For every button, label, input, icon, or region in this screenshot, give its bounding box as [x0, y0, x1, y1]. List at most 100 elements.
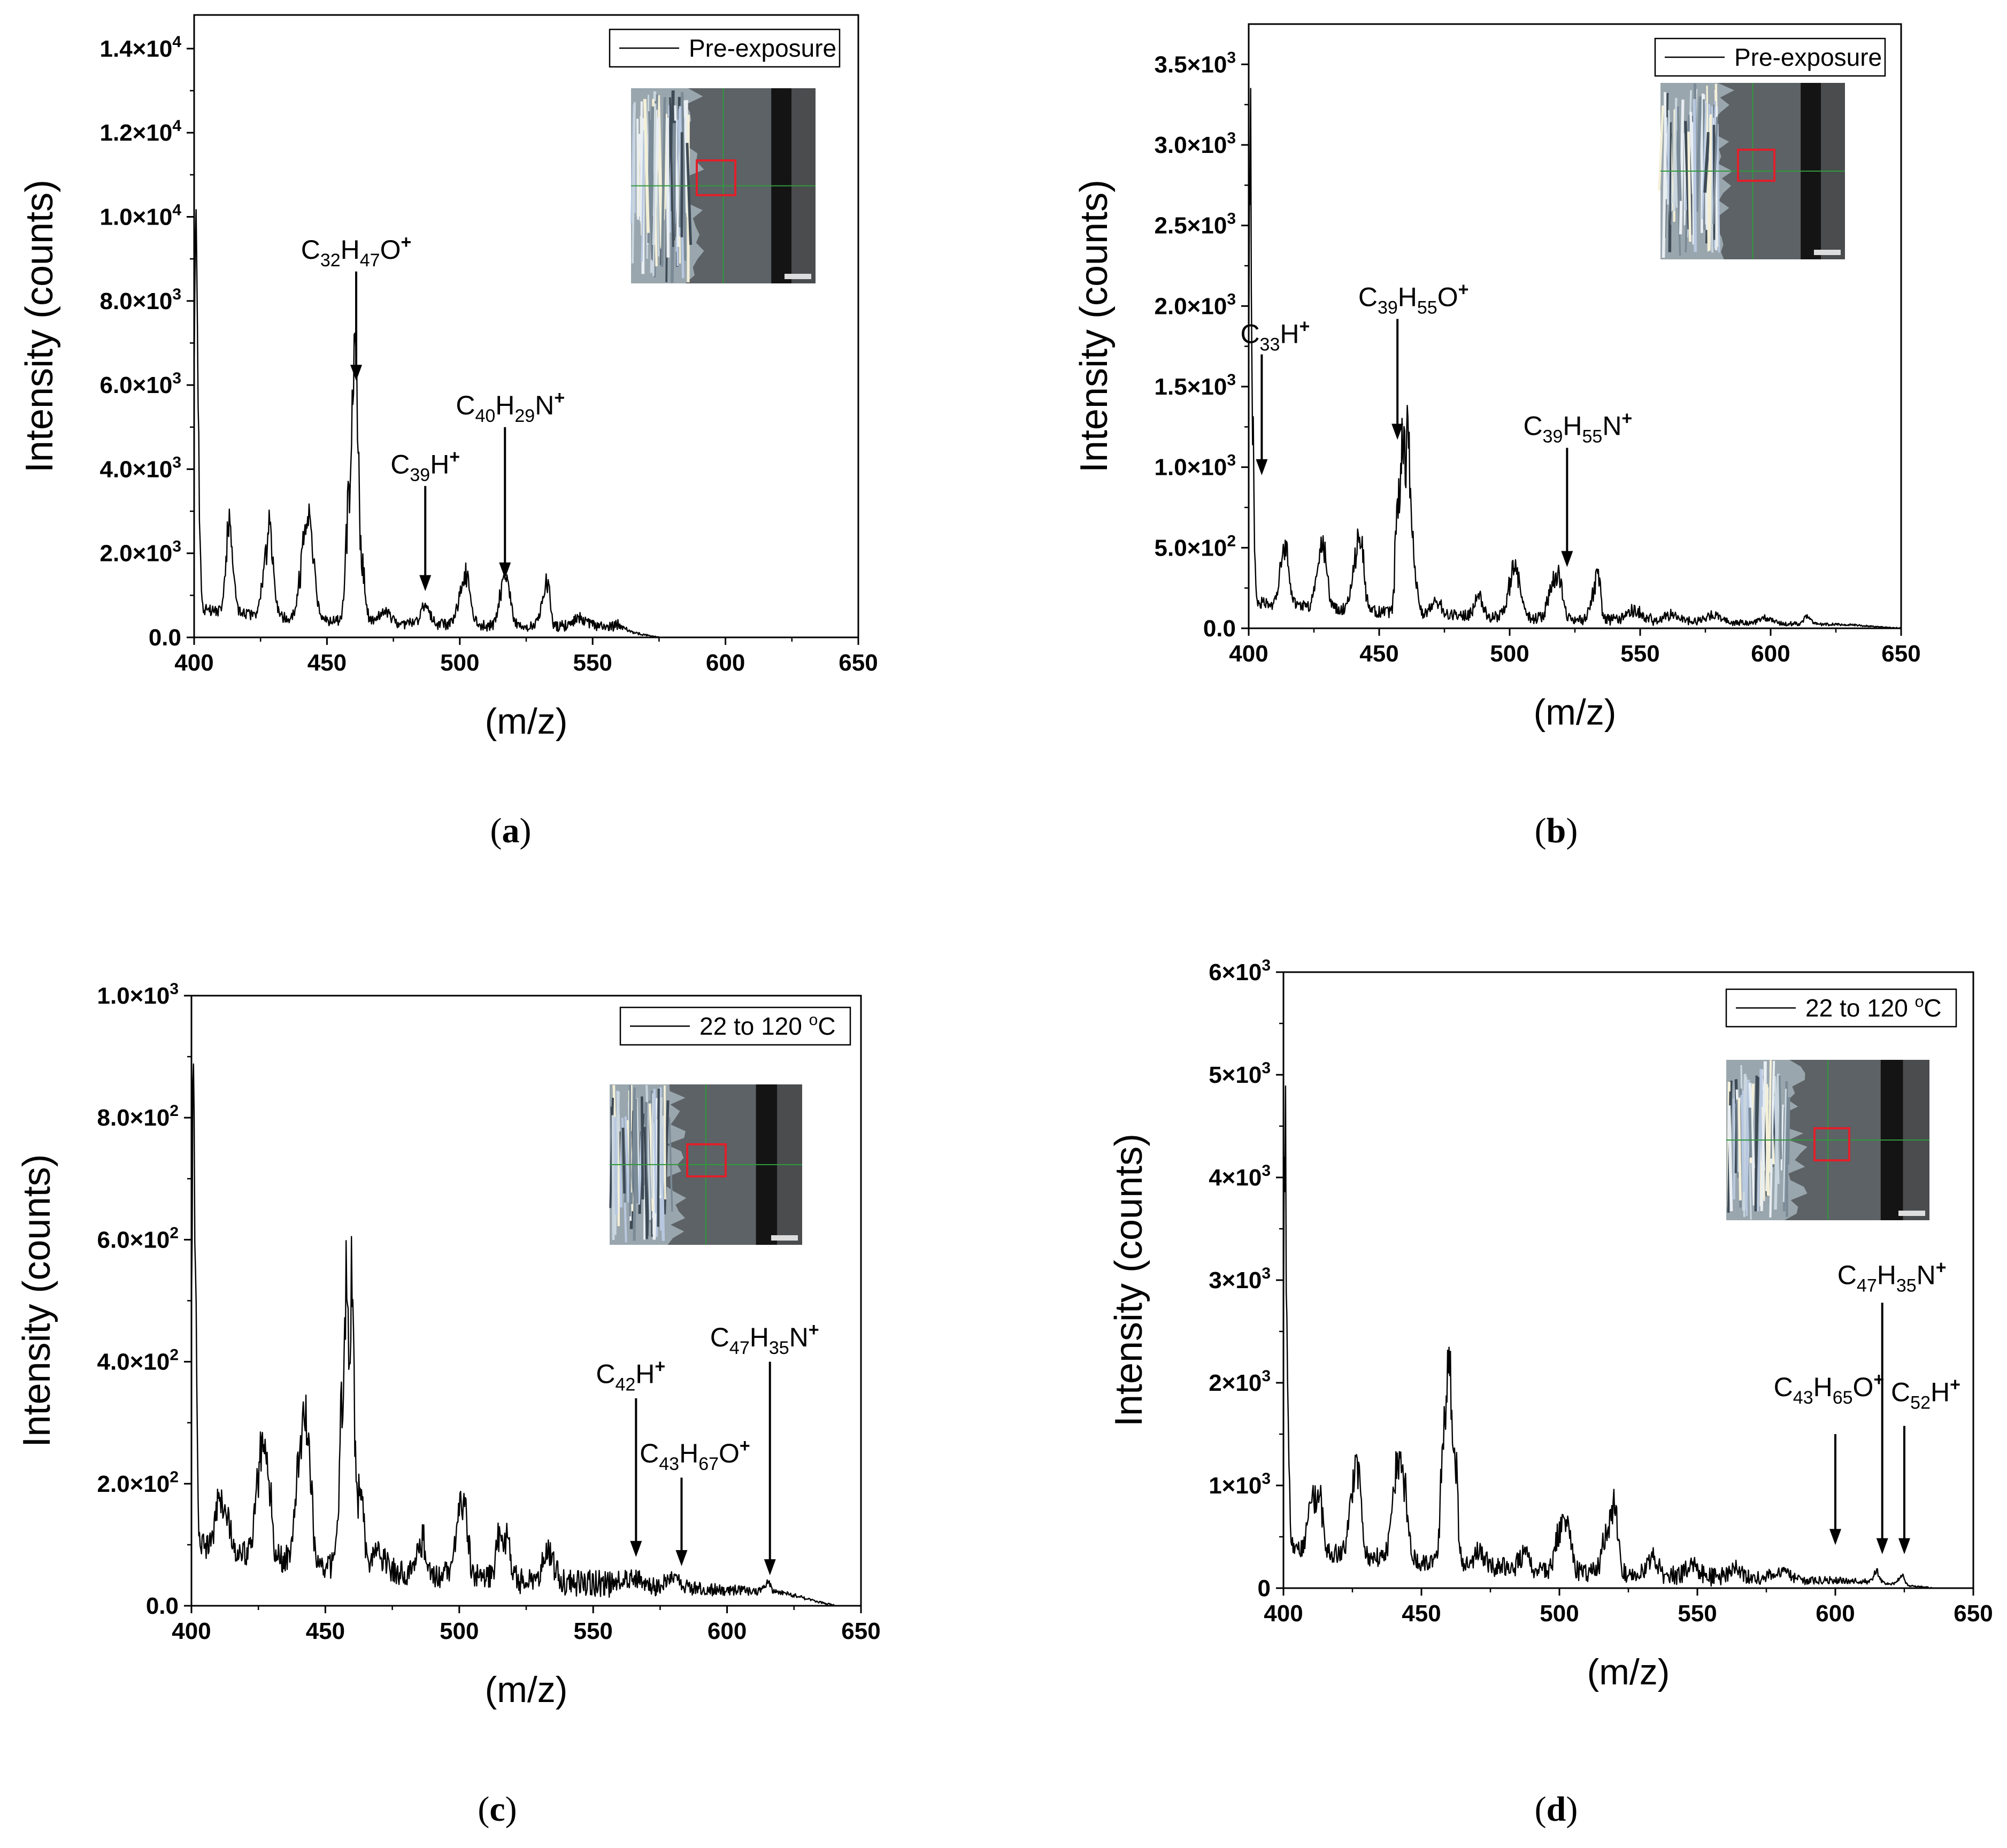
inset-fiber-streak: [635, 1110, 639, 1204]
x-tick-label: 650: [839, 650, 878, 676]
inset-fiber-streak: [669, 97, 674, 247]
inset-fiber-streak: [657, 1088, 660, 1227]
spectrum-line: [190, 1063, 835, 1606]
annotation-formula: C33H+: [1240, 317, 1310, 355]
inset-micrograph: [630, 88, 816, 283]
y-tick-label: 2.0×102: [97, 1468, 179, 1497]
x-axis-label: (m/z): [485, 701, 568, 742]
inset-fiber-streak: [686, 143, 693, 245]
inset-fiber-streak: [1769, 1061, 1775, 1218]
y-axis-label: Intensity (counts): [1073, 180, 1116, 473]
inset-fiber-streak: [650, 106, 655, 217]
inset-scale-bar: [1898, 1211, 1925, 1216]
annotation-arrowhead: [1391, 424, 1404, 440]
inset-fiber-streak: [1786, 1097, 1790, 1165]
inset-micrograph: [1726, 1060, 1929, 1220]
inset-fiber-streak: [1745, 1099, 1750, 1216]
y-tick-label: 8.0×103: [100, 286, 182, 314]
x-tick-label: 450: [306, 1618, 345, 1644]
inset-fiber-streak: [1677, 106, 1682, 201]
x-tick-label: 650: [1954, 1600, 1993, 1627]
x-tick-label: 650: [841, 1618, 880, 1644]
inset-fiber-streak: [1669, 122, 1672, 232]
y-tick-label: 0.0: [146, 1593, 179, 1619]
inset-fiber-streak: [643, 98, 650, 233]
y-axis-label: Intensity (counts): [1108, 1134, 1150, 1427]
annotation-formula: C43H65O+: [1774, 1369, 1885, 1408]
inset-fiber-streak: [1693, 99, 1697, 252]
y-tick-label: 2×103: [1209, 1367, 1271, 1396]
chart-panel-a: 400 450 500 550 600 650 0.0 2.0×103 4.0×103 6.0×1…: [18, 14, 878, 850]
legend-label: 22 to 120 oC: [699, 1011, 836, 1040]
inset-fiber-streak: [1737, 1098, 1742, 1200]
inset-fiber-streak: [1712, 117, 1718, 225]
x-tick-label: 600: [1816, 1600, 1855, 1627]
inset-fiber-streak: [660, 97, 666, 267]
inset-fiber-streak: [1768, 1060, 1772, 1172]
y-tick-label: 4×103: [1209, 1162, 1271, 1191]
annotation-arrowhead: [1256, 459, 1268, 475]
inset-fiber-streak: [1782, 1088, 1787, 1203]
inset-fiber-streak: [652, 103, 657, 276]
x-tick-label: 400: [174, 650, 213, 676]
y-axis-label: Intensity (counts): [18, 180, 61, 473]
inset-fiber-streak: [1740, 1095, 1745, 1192]
annotation-formula: C39H55O+: [1358, 279, 1469, 318]
y-tick-label: 6.0×102: [97, 1224, 179, 1253]
inset-fiber-streak: [666, 118, 670, 258]
inset-fiber-streak: [1701, 102, 1707, 219]
y-tick-label: 0: [1258, 1575, 1271, 1601]
annotation-arrowhead: [1876, 1538, 1888, 1554]
y-tick-label: 1.0×103: [1155, 452, 1236, 481]
y-axis-label: Intensity (counts): [16, 1154, 58, 1447]
y-tick-label: 0.0: [1203, 615, 1236, 642]
annotation-arrowhead: [630, 1541, 642, 1557]
y-tick-label: 4.0×103: [100, 453, 182, 482]
annotation-arrowhead: [1561, 551, 1573, 567]
inset-fiber-streak: [1780, 1104, 1784, 1171]
x-tick-label: 500: [440, 1618, 479, 1644]
y-tick-label: 3×103: [1209, 1265, 1271, 1293]
inset-fiber-streak: [651, 1093, 654, 1199]
inset-fiber-streak: [641, 130, 645, 262]
x-tick-label: 450: [307, 650, 347, 676]
x-tick-label: 400: [172, 1618, 211, 1644]
x-axis-label: (m/z): [1587, 1652, 1670, 1692]
inset-fiber-streak: [1676, 130, 1681, 256]
legend-label: Pre-exposure: [689, 34, 836, 62]
annotation-formula: C39H+: [390, 446, 460, 485]
inset-scale-bar: [785, 274, 811, 279]
annotation-arrowhead: [1829, 1529, 1841, 1545]
spectrum-line: [1282, 1085, 1933, 1589]
y-tick-label: 1.5×103: [1155, 371, 1236, 400]
annotation-formula: C43H67O+: [640, 1436, 750, 1474]
panel-caption: (c): [478, 1790, 517, 1829]
inset-fiber-streak: [1716, 124, 1720, 253]
annotation-formula: C47H35N+: [1837, 1258, 1947, 1296]
y-tick-label: 8.0×102: [97, 1102, 179, 1131]
inset-fiber-streak: [1748, 1083, 1755, 1168]
inset-fiber-streak: [636, 119, 640, 220]
inset-fiber-streak: [1748, 1107, 1752, 1158]
inset-fiber-streak: [1679, 99, 1685, 235]
inset-fiber-streak: [1703, 132, 1710, 193]
y-tick-label: 2.0×103: [100, 538, 182, 567]
annotation-formula: C52H+: [1891, 1375, 1960, 1413]
y-tick-label: 6.0×103: [100, 369, 182, 398]
legend-label: Pre-exposure: [1734, 43, 1882, 71]
legend-label: 22 to 120 oC: [1805, 993, 1942, 1022]
annotation-formula: C47H35N+: [710, 1320, 819, 1358]
x-tick-label: 600: [706, 650, 745, 676]
inset-fiber-streak: [624, 1116, 630, 1203]
annotation-arrowhead: [675, 1550, 688, 1566]
x-axis-label: (m/z): [1534, 692, 1617, 733]
x-tick-label: 450: [1402, 1600, 1441, 1627]
inset-fiber-streak: [1754, 1075, 1758, 1212]
y-tick-label: 1.0×104: [100, 202, 182, 230]
inset-analysis-box: [1813, 1127, 1850, 1161]
annotation-arrowhead: [764, 1559, 776, 1575]
inset-analysis-box: [696, 159, 736, 196]
spectrum-line: [1248, 88, 1902, 629]
y-tick-label: 0.0: [149, 625, 181, 651]
